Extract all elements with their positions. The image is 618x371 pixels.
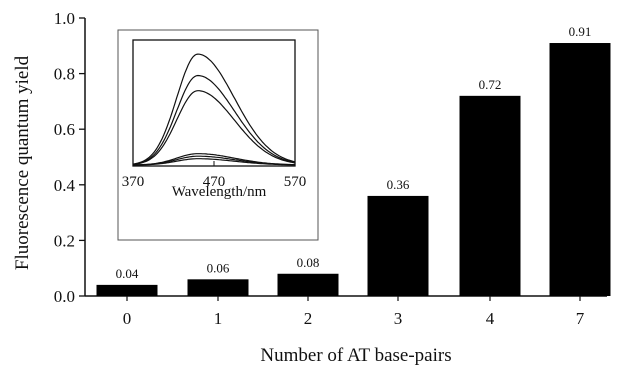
bar [367, 195, 429, 296]
x-tick-label: 3 [394, 309, 403, 328]
inset-spectrum-line [132, 74, 296, 165]
bar [277, 273, 339, 296]
data-label: 0.72 [479, 77, 502, 92]
bar [187, 279, 249, 296]
y-tick-label: 0.2 [54, 231, 75, 250]
y-tick-label: 0.8 [54, 65, 75, 84]
inset-spectrum-plot: 370 470 570 Wavelength/nm [117, 29, 319, 241]
data-label: 0.04 [116, 266, 139, 281]
data-label: 0.06 [207, 260, 230, 275]
bars-group: 0.04 0 0.06 1 0.08 2 0.36 3 0.72 4 0.91 7 [96, 24, 611, 328]
y-tick-label: 1.0 [54, 9, 75, 28]
x-tick-label: 4 [486, 309, 495, 328]
inset-x-axis-label: Wavelength/nm [172, 184, 267, 200]
inset-spectrum-line [132, 90, 296, 165]
y-tick-label: 0.4 [54, 176, 76, 195]
inset-frame [117, 29, 319, 241]
x-tick-label: 1 [214, 309, 223, 328]
x-axis-label: Number of AT base-pairs [260, 345, 451, 366]
inset-x-tick-label: 470 [203, 174, 226, 190]
inset-spectrum-line [132, 53, 296, 165]
x-tick-label: 7 [576, 309, 585, 328]
y-tick-label: 0.6 [54, 120, 75, 139]
data-label: 0.36 [387, 177, 410, 192]
x-tick-label: 0 [123, 309, 132, 328]
bar [459, 95, 521, 296]
bar [549, 43, 611, 296]
y-axis-label: Fluorescence quantum yield [12, 55, 33, 270]
inset-x-tick-label: 370 [122, 174, 145, 190]
inset-x-tick-label: 570 [284, 174, 307, 190]
data-label: 0.91 [569, 24, 592, 39]
bar [96, 284, 158, 296]
y-tick-label: 0.0 [54, 287, 75, 306]
data-label: 0.08 [297, 255, 320, 270]
inset-spectrum-line [133, 158, 295, 166]
x-tick-label: 2 [304, 309, 313, 328]
